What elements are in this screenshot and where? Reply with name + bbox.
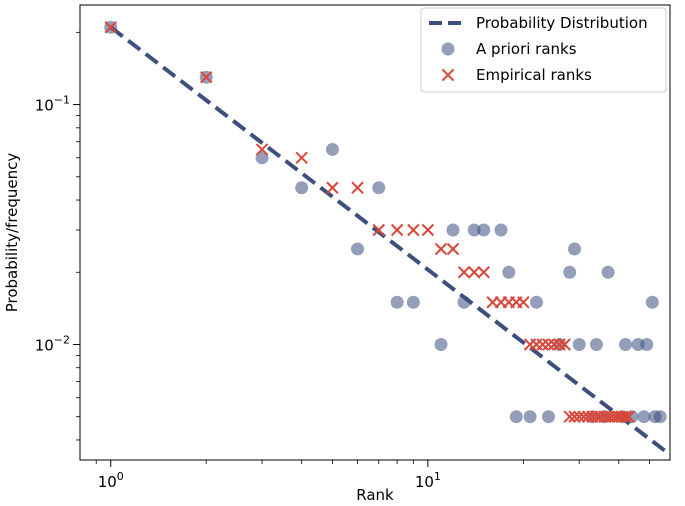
empirical-point (434, 242, 448, 256)
x-tick-label: 100 (98, 470, 124, 491)
empirical-point (468, 266, 481, 279)
a-priori-point (477, 223, 491, 237)
empirical-point (622, 410, 635, 423)
empirical-point (619, 410, 632, 423)
empirical-point (572, 410, 586, 423)
a-priori-point (406, 295, 420, 309)
legend-label-1: A priori ranks (476, 40, 577, 58)
a-priori-point (351, 242, 365, 256)
empirical-point (351, 181, 364, 194)
a-priori-point (572, 337, 586, 351)
empirical-point (104, 21, 117, 34)
empirical-point (563, 410, 576, 423)
empirical-point (457, 266, 471, 279)
empirical-point (558, 338, 571, 351)
a-priori-point (509, 410, 523, 424)
empirical-point (421, 223, 435, 237)
a-priori-point (295, 181, 309, 195)
a-priori-point (390, 295, 404, 309)
a-priori-point (601, 265, 615, 279)
a-priori-point (568, 242, 582, 256)
a-priori-point (523, 410, 537, 424)
a-priori-point (637, 410, 651, 424)
empirical-point (553, 338, 566, 351)
a-priori-point (255, 151, 269, 165)
empirical-point (390, 223, 404, 237)
plot-frame (79, 4, 671, 461)
a-priori-point (541, 410, 555, 424)
empirical-point (295, 151, 308, 164)
empirical-point (372, 223, 385, 237)
a-priori-point (529, 295, 543, 309)
a-priori-point (494, 223, 508, 237)
empirical-point (477, 266, 490, 279)
legend-symbol-2 (441, 68, 455, 82)
a-priori-point (619, 337, 633, 351)
a-priori-point (502, 265, 516, 279)
y-tick-label: 10−1 (35, 94, 70, 115)
empirical-point (542, 338, 555, 351)
a-priori-point (434, 337, 448, 351)
a-priori-point (563, 265, 577, 279)
legend: Probability Distribution A priori ranks Em… (420, 7, 667, 93)
a-priori-point (653, 410, 667, 424)
empirical-point (446, 242, 460, 256)
empirical-point (199, 71, 213, 84)
y-tick-label: 10−2 (35, 333, 70, 354)
legend-symbol-1 (441, 42, 455, 56)
a-priori-point (645, 295, 659, 309)
a-priori-point (446, 223, 460, 237)
empirical-point (407, 223, 420, 237)
x-tick-label: 101 (415, 470, 441, 491)
legend-box (420, 7, 667, 93)
empirical-point (517, 296, 530, 309)
legend-label-0: Probability Distribution (476, 14, 648, 32)
x-axis-label: Rank (356, 486, 394, 504)
empirical-point (536, 338, 549, 351)
a-priori-point (325, 142, 339, 156)
a-priori-point (372, 181, 386, 195)
y-axis-label: Probability/frequency (3, 153, 21, 313)
empirical-point (255, 143, 269, 156)
empirical-point (326, 181, 339, 194)
empirical-point (547, 338, 561, 351)
plot-area (104, 20, 667, 453)
probability-distribution-line (109, 25, 667, 453)
a-priori-point (589, 337, 603, 351)
empirical-point (568, 410, 581, 423)
legend-label-2: Empirical ranks (476, 66, 592, 84)
a-priori-point (457, 295, 471, 309)
a-priori-point (640, 337, 654, 351)
plot-marks (104, 20, 667, 453)
a-priori-point (467, 223, 481, 237)
axes: 100 101 10−2 10−1 (35, 4, 671, 491)
